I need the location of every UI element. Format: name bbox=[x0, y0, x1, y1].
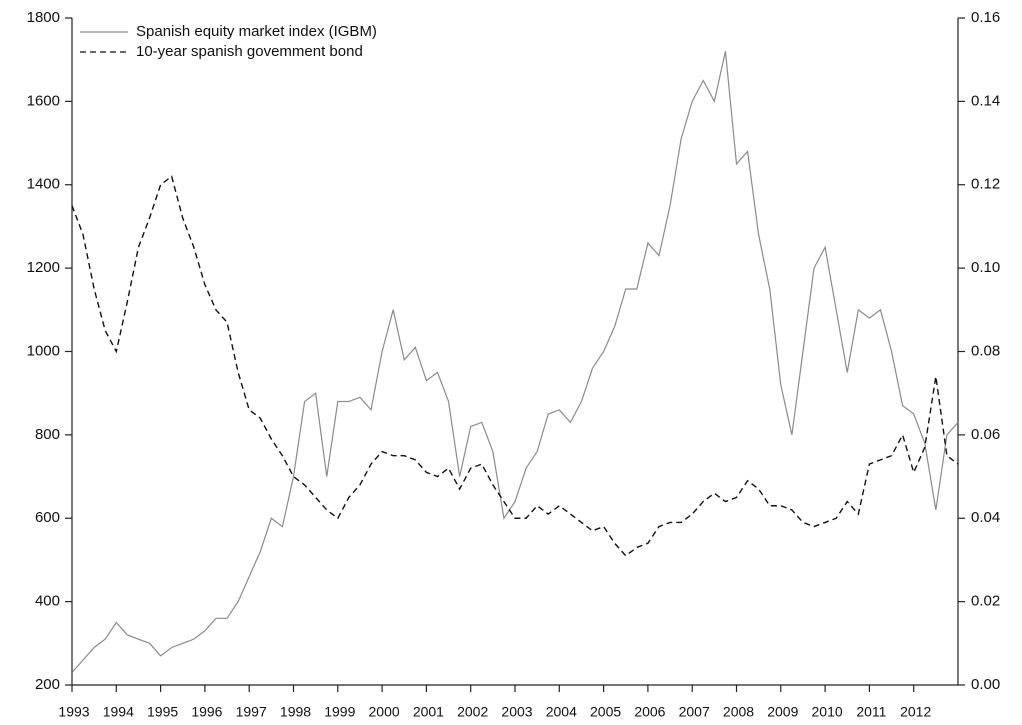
legend-label: Spanish equity market index (IGBM) bbox=[136, 23, 377, 40]
y-tick-label: 800 bbox=[35, 426, 60, 443]
x-tick-label: 1995 bbox=[147, 704, 178, 720]
series-line bbox=[71, 175, 959, 557]
x-tick-label: 2006 bbox=[634, 704, 665, 720]
y2-tick-label: 0.12 bbox=[971, 176, 1000, 193]
y-tick-label: 1000 bbox=[27, 342, 60, 359]
y2-tick-label: 0.04 bbox=[971, 509, 1000, 526]
x-tick-label: 2001 bbox=[413, 704, 444, 720]
y2-tick-label: 0.06 bbox=[971, 426, 1000, 443]
x-tick-label: 2011 bbox=[856, 704, 886, 720]
y2-tick-label: 0.14 bbox=[971, 92, 1000, 109]
y2-tick-label: 0.16 bbox=[971, 9, 1000, 26]
y-tick-label: 400 bbox=[35, 593, 60, 610]
x-tick-label: 2005 bbox=[590, 704, 621, 720]
y2-tick-label: 0.10 bbox=[971, 259, 1000, 276]
x-tick-label: 1999 bbox=[324, 704, 355, 720]
y-tick-label: 200 bbox=[35, 676, 60, 693]
legend-label: 10-year spanish govemment bond bbox=[136, 43, 363, 60]
x-tick-label: 1997 bbox=[236, 704, 267, 720]
x-tick-label: 2000 bbox=[369, 704, 400, 720]
y-tick-label: 1800 bbox=[27, 9, 60, 26]
x-tick-label: 1998 bbox=[280, 704, 311, 720]
x-tick-label: 2008 bbox=[723, 704, 754, 720]
x-tick-label: 1994 bbox=[103, 704, 134, 720]
x-tick-label: 1996 bbox=[191, 704, 222, 720]
y2-tick-label: 0.08 bbox=[971, 342, 1000, 359]
y2-tick-label: 0.00 bbox=[971, 676, 1000, 693]
x-tick-label: 2012 bbox=[900, 704, 931, 720]
x-tick-label: 2007 bbox=[679, 704, 710, 720]
y-tick-label: 600 bbox=[35, 509, 60, 526]
x-tick-label: 1993 bbox=[58, 704, 89, 720]
x-tick-label: 2009 bbox=[767, 704, 798, 720]
y-tick-label: 1200 bbox=[27, 259, 60, 276]
y-tick-label: 1400 bbox=[27, 176, 60, 193]
x-tick-label: 2002 bbox=[457, 704, 488, 720]
y2-tick-label: 0.02 bbox=[971, 593, 1000, 610]
x-tick-label: 2004 bbox=[546, 704, 577, 720]
x-tick-label: 2010 bbox=[812, 704, 843, 720]
series-line bbox=[71, 51, 959, 673]
x-tick-label: 2003 bbox=[501, 704, 532, 720]
y-tick-label: 1600 bbox=[27, 92, 60, 109]
